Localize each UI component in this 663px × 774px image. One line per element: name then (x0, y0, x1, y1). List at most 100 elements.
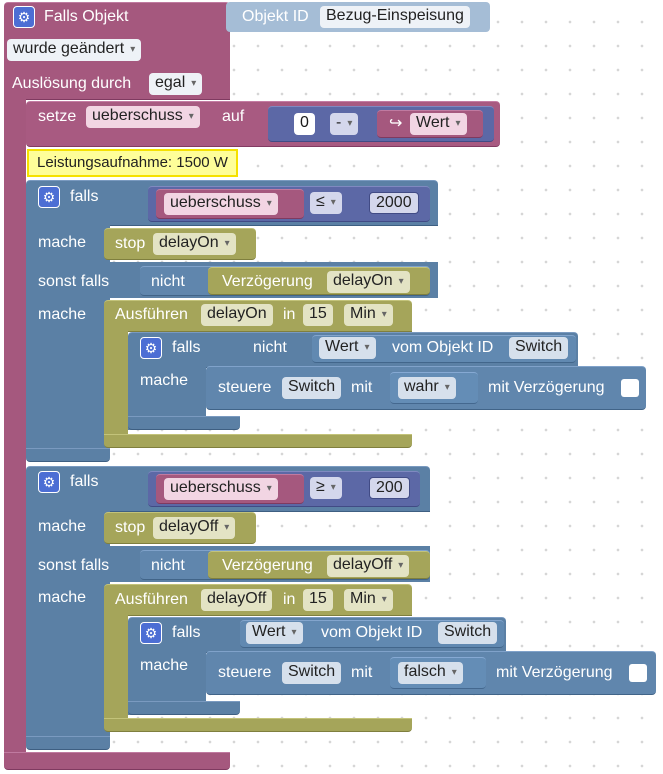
if2-timer-field[interactable]: delayOff (201, 589, 273, 611)
event-header-label: Falls Objekt (44, 8, 129, 25)
if2-inner-wert-dropdown[interactable]: Wert ▾ (246, 622, 303, 644)
auf-label: auf (222, 108, 245, 125)
if-block-1-footer (26, 448, 110, 462)
if2-mit-verz-label: mit Verzögerung (496, 664, 613, 681)
if2-delay-checkbox[interactable] (629, 664, 647, 682)
if2-steuere-label: steuere (218, 664, 272, 681)
if2-inner-vom-label: vom Objekt ID (321, 624, 423, 641)
if1-inner-mache-label: mache (140, 372, 189, 389)
if1-variable-dropdown[interactable]: ueberschuss ▾ (164, 193, 278, 215)
if1-inner-falls-label: falls (172, 339, 201, 356)
if2-falls-label: falls (70, 473, 99, 490)
objekt-id-label: Objekt ID (242, 8, 309, 25)
if2-variable-dropdown[interactable]: ueberschuss ▾ (164, 478, 278, 500)
if2-steuere-obj-field[interactable]: Switch (282, 662, 342, 684)
dropdown-arrow-icon: ▾ (444, 382, 450, 393)
change-mode-value: wurde geändert (13, 40, 125, 57)
setze-variable-dropdown[interactable]: ueberschuss ▾ (86, 106, 200, 128)
if1-steuere-label: steuere (218, 379, 272, 396)
if1-verzoegerung-label: Verzögerung (222, 273, 313, 290)
if2-bool-value: falsch (404, 663, 446, 680)
if1-inner-if-footer (128, 416, 240, 430)
if2-nicht-label: nicht (151, 557, 185, 574)
gear-icon[interactable]: ⚙ (13, 6, 35, 28)
gear-icon[interactable]: ⚙ (38, 186, 60, 208)
if1-bool-value: wahr (404, 378, 439, 395)
if1-number-field[interactable]: 2000 (369, 192, 419, 214)
if1-ausfuehren-label: Ausführen (115, 306, 188, 323)
if2-inner-wert-value: Wert (252, 623, 286, 640)
math-number-field[interactable]: 0 (294, 113, 315, 135)
math-operator-value: - (336, 114, 342, 131)
if1-stop-timer-dropdown[interactable]: delayOn ▾ (153, 233, 236, 255)
event-block-footer (4, 752, 230, 770)
if2-inner-objekt-field[interactable]: Switch (438, 622, 498, 644)
if1-timer-field[interactable]: delayOn (201, 304, 273, 326)
if1-inner-wert-dropdown[interactable]: Wert ▾ (319, 337, 376, 359)
dropdown-arrow-icon: ▾ (451, 667, 457, 678)
if2-verz-timer-dropdown[interactable]: delayOff ▾ (327, 555, 410, 577)
dropdown-arrow-icon: ▾ (381, 309, 387, 320)
if2-verz-timer-value: delayOff (333, 556, 393, 573)
setze-label: setze (38, 108, 77, 125)
dropdown-arrow-icon: ▾ (347, 118, 353, 129)
dropdown-arrow-icon: ▾ (224, 522, 230, 533)
dropdown-arrow-icon: ▾ (330, 197, 336, 208)
if2-stop-timer-value: delayOff (159, 518, 219, 535)
dropdown-arrow-icon: ▾ (266, 198, 272, 209)
if2-ausfuehren-label: Ausführen (115, 591, 188, 608)
if2-inner-mache-label: mache (140, 657, 189, 674)
if1-compare-dropdown[interactable]: ≤ ▾ (310, 192, 342, 214)
if-block-1-spine (26, 222, 110, 454)
if1-stop-timer-value: delayOn (159, 234, 219, 251)
if2-minutes-field[interactable]: 15 (303, 589, 333, 611)
dropdown-arrow-icon: ▾ (130, 44, 136, 55)
if1-falls-label: falls (70, 188, 99, 205)
math-operator-dropdown[interactable]: - ▾ (330, 113, 359, 135)
dropdown-arrow-icon: ▾ (291, 627, 297, 638)
dropdown-arrow-icon: ▾ (398, 276, 404, 287)
if2-mache1-label: mache (38, 518, 87, 535)
if1-inner-vom-label: vom Objekt ID (392, 339, 494, 356)
if2-mit-label: mit (351, 664, 373, 681)
if-block-2-footer (26, 736, 110, 750)
if2-bool-dropdown[interactable]: falsch ▾ (398, 662, 463, 684)
trigger-value: egal (155, 74, 186, 91)
if2-stop-timer-dropdown[interactable]: delayOff ▾ (153, 517, 236, 539)
if1-delay-checkbox[interactable] (621, 379, 639, 397)
if1-mache2-label: mache (38, 306, 87, 323)
if1-bool-dropdown[interactable]: wahr ▾ (398, 377, 456, 399)
gear-icon[interactable]: ⚙ (38, 471, 60, 493)
if2-unit-value: Min (350, 590, 376, 607)
if1-inner-objekt-field[interactable]: Switch (509, 337, 569, 359)
if1-mit-verz-label: mit Verzögerung (488, 379, 605, 396)
trigger-dropdown[interactable]: egal ▾ (149, 73, 203, 95)
comment-note[interactable]: Leistungsaufnahme: 1500 W (27, 149, 238, 177)
if1-minutes-field[interactable]: 15 (303, 304, 333, 326)
if2-timeout-spine (104, 612, 128, 724)
dropdown-arrow-icon: ▾ (191, 78, 197, 89)
if1-timeout-spine (104, 328, 128, 440)
trigger-label: Auslösung durch (12, 75, 132, 92)
change-mode-dropdown[interactable]: wurde geändert ▾ (7, 39, 142, 61)
if1-verz-timer-dropdown[interactable]: delayOn ▾ (327, 271, 410, 293)
dropdown-arrow-icon: ▾ (364, 342, 370, 353)
if2-unit-dropdown[interactable]: Min ▾ (344, 589, 393, 611)
dropdown-arrow-icon: ▾ (381, 594, 387, 605)
if2-inner-falls-label: falls (172, 624, 201, 641)
if1-unit-value: Min (350, 305, 376, 322)
if2-sonst-falls-label: sonst falls (38, 557, 110, 574)
event-block-spine (4, 96, 26, 766)
if1-steuere-obj-field[interactable]: Switch (282, 377, 342, 399)
dropdown-arrow-icon: ▾ (398, 560, 404, 571)
if2-compare-dropdown[interactable]: ≥ ▾ (310, 477, 342, 499)
if-block-2-spine (26, 508, 110, 742)
return-arrow-icon: ↪ (389, 115, 403, 132)
gear-icon[interactable]: ⚙ (140, 337, 162, 359)
if2-number-field[interactable]: 200 (369, 477, 410, 499)
objekt-id-field[interactable]: Bezug-Einspeisung (320, 6, 470, 28)
if1-nicht-label: nicht (151, 273, 185, 290)
if1-unit-dropdown[interactable]: Min ▾ (344, 304, 393, 326)
gear-icon[interactable]: ⚙ (140, 622, 162, 644)
wert-dropdown[interactable]: Wert ▾ (410, 113, 467, 135)
